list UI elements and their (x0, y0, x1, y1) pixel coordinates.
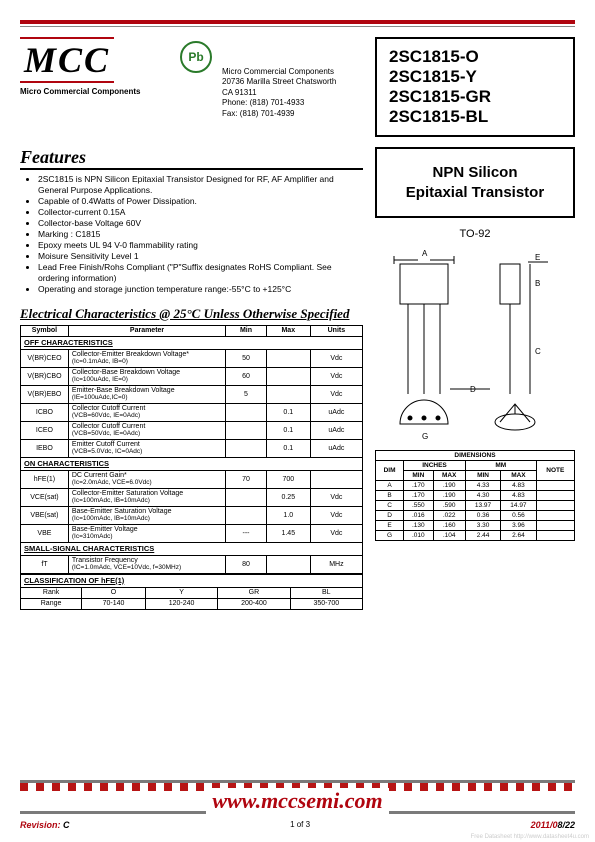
pb-badge-col: Pb (180, 37, 212, 137)
footer-band: www.mccsemi.com (0, 780, 595, 814)
feature-item: Operating and storage junction temperatu… (38, 284, 363, 295)
feature-item: 2SC1815 is NPN Silicon Epitaxial Transis… (38, 174, 363, 196)
feature-item: Capable of 0.4Watts of Power Dissipation… (38, 196, 363, 207)
dimensions-table: DIMENSIONSDIMINCHESMMNOTEMINMAXMINMAXA.1… (375, 450, 575, 541)
date-black: 8/22 (557, 820, 575, 830)
logo-text: MCC (20, 37, 114, 83)
svg-text:E: E (535, 253, 540, 262)
svg-text:B: B (535, 279, 540, 288)
company-info: Micro Commercial Components 20736 Marill… (222, 37, 365, 137)
svg-text:C: C (535, 347, 541, 356)
svg-text:G: G (422, 432, 428, 441)
part-3: 2SC1815-BL (389, 107, 561, 127)
electrical-table: SymbolParameterMinMaxUnitsOFF CHARACTERI… (20, 325, 363, 574)
feature-item: Lead Free Finish/Rohs Compliant ("P"Suff… (38, 262, 363, 284)
package-outline-icon: A E B C D G (380, 244, 570, 444)
rohs-badge-icon: Pb (180, 41, 212, 73)
bottom-info: Revision: C 1 of 3 2011/08/22 (20, 820, 575, 830)
footer-url: www.mccsemi.com (206, 788, 388, 814)
logo-subtitle: Micro Commercial Components (20, 87, 170, 96)
title-line2: Epitaxial Transistor (383, 183, 567, 203)
company-addr2: CA 91311 (222, 88, 365, 98)
feature-item: Collector-base Voltage 60V (38, 218, 363, 229)
part-numbers-box: 2SC1815-O 2SC1815-Y 2SC1815-GR 2SC1815-B… (375, 37, 575, 137)
part-2: 2SC1815-GR (389, 87, 561, 107)
feature-item: Epoxy meets UL 94 V-0 flammability ratin… (38, 240, 363, 251)
features-list: 2SC1815 is NPN Silicon Epitaxial Transis… (20, 174, 363, 296)
product-title-box: NPN Silicon Epitaxial Transistor (375, 147, 575, 218)
company-fax: Fax: (818) 701-4939 (222, 109, 365, 119)
revision-label: Revision: (20, 820, 61, 830)
top-border (20, 20, 575, 27)
title-line1: NPN Silicon (383, 163, 567, 183)
feature-item: Marking : C1815 (38, 229, 363, 240)
revision-value: C (63, 820, 70, 830)
company-addr1: 20736 Marilla Street Chatsworth (222, 77, 365, 87)
package-label: TO-92 (375, 228, 575, 240)
company-name: Micro Commercial Components (222, 67, 365, 77)
logo-area: MCC Micro Commercial Components (20, 37, 170, 137)
part-1: 2SC1815-Y (389, 67, 561, 87)
header-row: MCC Micro Commercial Components Pb Micro… (20, 37, 575, 137)
page-number: 1 of 3 (290, 820, 310, 830)
part-0: 2SC1815-O (389, 47, 561, 67)
svg-text:A: A (422, 249, 428, 258)
features-heading: Features (20, 147, 363, 170)
feature-item: Moisure Sensitivity Level 1 (38, 251, 363, 262)
classification-table: CLASSIFICATION OF hFE(1)RankOYGRBLRange7… (20, 574, 363, 610)
company-phone: Phone: (818) 701-4933 (222, 98, 365, 108)
feature-item: Collector-current 0.15A (38, 207, 363, 218)
revision: Revision: C (20, 820, 70, 830)
date: 2011/08/22 (531, 820, 575, 830)
date-red: 2011/0 (531, 820, 558, 830)
watermark: Free Datasheet http://www.datasheet4u.co… (471, 834, 589, 840)
electrical-heading: Electrical Characteristics @ 25°C Unless… (20, 306, 363, 322)
